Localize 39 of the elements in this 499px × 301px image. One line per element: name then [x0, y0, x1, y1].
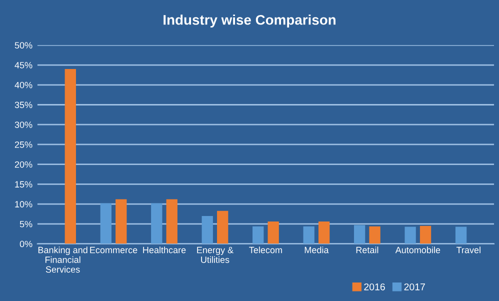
x-tick-label: Media	[304, 246, 329, 254]
bar	[369, 226, 380, 244]
y-tick-label: 20%	[14, 161, 32, 168]
y-tick-label: 45%	[14, 62, 32, 68]
x-tick-label: Travel	[456, 246, 480, 254]
x-tick-label: Healthcare	[143, 246, 186, 254]
y-tick-label: 50%	[14, 42, 32, 49]
bar	[318, 222, 330, 244]
bar	[252, 226, 264, 244]
bar	[166, 199, 178, 244]
bar	[217, 210, 228, 244]
bar	[268, 222, 279, 244]
y-tick-label: 40%	[14, 82, 32, 88]
bar	[116, 199, 127, 244]
chart-title: Industry wise Comparison	[164, 14, 336, 28]
bar	[64, 68, 76, 244]
y-tick-label: 10%	[15, 201, 32, 208]
legend-label: 2016	[364, 283, 385, 290]
bar	[303, 226, 314, 244]
bar	[151, 203, 162, 244]
x-tick-label: Retail	[356, 246, 378, 254]
y-tick-label: 5%	[20, 220, 32, 228]
y-tick-label: 30%	[14, 122, 32, 128]
bar	[420, 226, 432, 244]
x-tick-label: Automobile	[395, 246, 440, 254]
y-tick-label: 15%	[15, 181, 32, 188]
y-tick-label: 35%	[14, 102, 32, 108]
x-tick-label: Telecom	[249, 246, 282, 254]
x-tick-label: Ecommerce	[90, 246, 138, 254]
legend-label: 2017	[404, 283, 425, 290]
bar	[404, 226, 416, 244]
bar	[100, 203, 112, 244]
y-tick-label: 25%	[14, 141, 32, 148]
bar	[202, 216, 213, 244]
x-tick-label: Energy & Utilities	[197, 246, 234, 263]
x-tick-label: Banking and Financial Services	[38, 246, 88, 273]
bar	[455, 226, 467, 244]
bar	[354, 225, 366, 244]
y-tick-label: 0%	[20, 240, 32, 248]
